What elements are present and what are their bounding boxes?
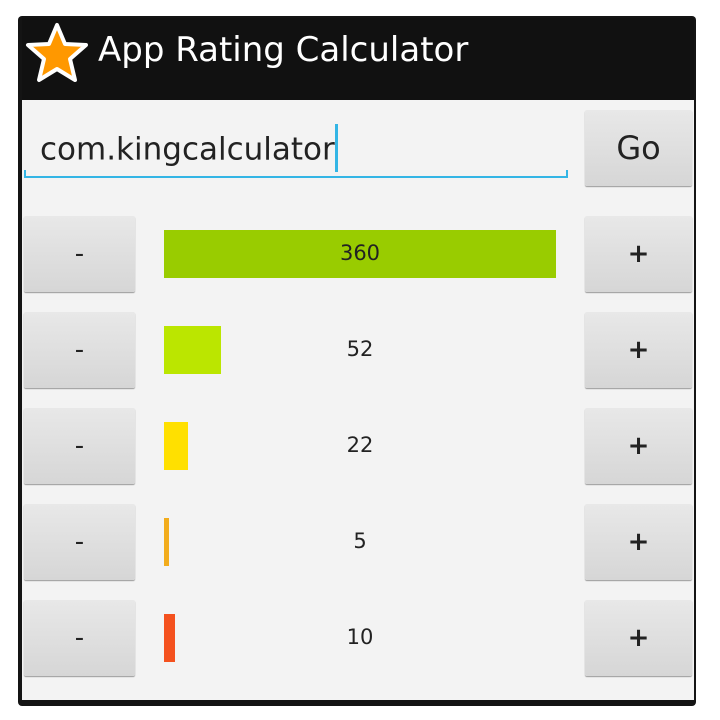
caret	[334, 124, 338, 172]
plus-button[interactable]: +	[585, 600, 692, 676]
app-title: App Rating Calculator	[98, 30, 469, 70]
go-button[interactable]: Go	[585, 110, 692, 186]
rating-count: 5	[353, 529, 367, 553]
plus-button[interactable]: +	[585, 216, 692, 292]
rating-count: 52	[346, 337, 374, 361]
rating-count: 360	[339, 241, 381, 265]
app-icon	[26, 23, 88, 82]
input-underline-end	[566, 170, 568, 178]
minus-button[interactable]: -	[24, 600, 135, 676]
minus-button[interactable]: -	[24, 408, 135, 484]
minus-button[interactable]: -	[24, 312, 135, 388]
input-text: com.kingcalculator	[40, 131, 335, 168]
rating-bar	[164, 326, 221, 374]
input-underline	[24, 176, 568, 178]
input-underline-end	[24, 170, 26, 178]
package-input[interactable]: com.kingcalculator	[40, 124, 338, 172]
plus-button[interactable]: +	[585, 504, 692, 580]
rating-bar	[164, 230, 556, 278]
rating-count: 22	[346, 433, 374, 457]
rating-bar	[164, 614, 175, 662]
rating-bar	[164, 422, 188, 470]
minus-button[interactable]: -	[24, 504, 135, 580]
plus-button[interactable]: +	[585, 408, 692, 484]
plus-button[interactable]: +	[585, 312, 692, 388]
title-bar	[22, 18, 694, 100]
rating-count: 10	[346, 625, 374, 649]
rating-bar	[164, 518, 170, 566]
minus-button[interactable]: -	[24, 216, 135, 292]
